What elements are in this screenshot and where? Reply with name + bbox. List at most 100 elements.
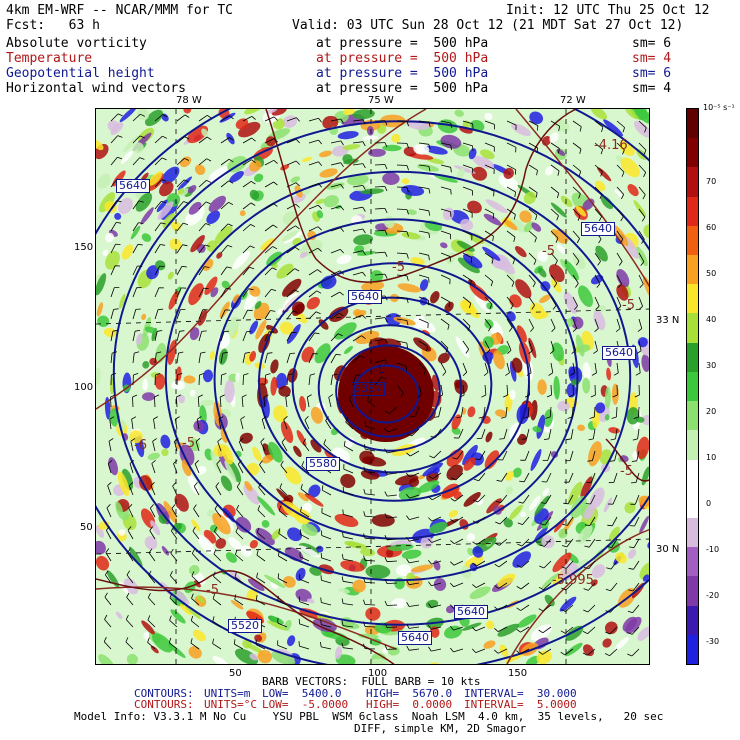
vorticity-blob [245, 643, 263, 653]
vorticity-blob [457, 167, 465, 181]
vorticity-blob [307, 598, 315, 604]
wind-barb [520, 626, 530, 633]
wind-barb-flag [251, 137, 256, 142]
vorticity-blob [457, 257, 480, 274]
field-level: at pressure = 500 hPa [316, 66, 489, 81]
vorticity-blob [484, 240, 492, 247]
vorticity-blob [240, 545, 253, 557]
vorticity-blob [183, 109, 192, 114]
vorticity-blob [382, 172, 400, 186]
wind-barb-flag [161, 200, 167, 204]
vorticity-blob [212, 656, 229, 664]
wind-barb [506, 384, 509, 396]
wind-barb [497, 648, 508, 654]
colorbar-swatch [687, 517, 698, 548]
wind-barb-flag [491, 258, 494, 264]
wind-barb-flag [535, 192, 538, 198]
wind-barb-flag [216, 460, 221, 465]
vorticity-blob [222, 504, 236, 519]
vorticity-blob [582, 644, 595, 657]
vorticity-blob [141, 233, 152, 242]
wind-barb-flag [108, 438, 114, 442]
vorticity-blob [520, 511, 527, 518]
wind-barb [616, 186, 624, 195]
wind-barb-flag [561, 545, 568, 548]
wind-barb-flag [450, 167, 452, 173]
wind-barb-flag [548, 372, 554, 376]
vorticity-blob [120, 150, 134, 164]
wind-barb [550, 120, 560, 127]
vorticity-blob [188, 564, 200, 576]
wind-barb-flag [291, 331, 297, 334]
init-time: Init: 12 UTC Thu 25 Oct 12 [506, 3, 710, 18]
wind-barb-flag [430, 436, 436, 438]
wind-barb [374, 186, 386, 188]
wind-barb [503, 428, 508, 439]
wind-barb-flag [328, 394, 334, 398]
field-level: at pressure = 500 hPa [316, 51, 489, 66]
temperature-contour [515, 109, 649, 288]
wind-barb-flag [184, 136, 190, 140]
wind-barb [238, 441, 244, 452]
wind-barb [631, 626, 640, 635]
wind-barb [550, 296, 557, 306]
vorticity-blob [557, 400, 570, 412]
vorticity-blob [446, 252, 456, 265]
wind-barb [154, 179, 162, 188]
vorticity-blob [275, 372, 288, 390]
wind-barb-flag [178, 351, 184, 354]
wind-barb [440, 186, 451, 190]
vorticity-blob [249, 189, 260, 200]
wind-barb [431, 516, 442, 522]
wind-barb [110, 287, 115, 298]
wind-barb-flag [261, 416, 267, 420]
wind-barb-flag [227, 223, 233, 227]
wind-barb [281, 442, 288, 452]
wind-barb [279, 487, 288, 496]
vorticity-blob [249, 286, 261, 297]
wind-barb [212, 598, 222, 606]
vorticity-blob [142, 361, 150, 369]
wind-barb [323, 443, 332, 452]
vorticity-blob [96, 525, 105, 538]
wind-barb [242, 202, 252, 210]
wind-barb-flag [516, 607, 521, 611]
wind-barb-flag [134, 351, 140, 354]
wind-barb [396, 362, 407, 367]
wind-barb [235, 531, 244, 540]
wind-barb [154, 200, 162, 210]
parallel-line [96, 308, 649, 325]
vorticity-blob [604, 386, 611, 409]
wind-barb-flag [486, 349, 491, 354]
wind-barb-flag [534, 237, 537, 243]
wind-barb [484, 142, 495, 148]
vorticity-blob [175, 507, 181, 515]
wind-barb [176, 158, 185, 166]
vorticity-blob [210, 287, 219, 298]
wind-barb [308, 226, 319, 232]
vorticity-blob [370, 270, 384, 283]
wind-barb [616, 164, 625, 173]
wind-barb [588, 560, 596, 570]
wind-barb [462, 318, 471, 327]
wind-barb [440, 208, 451, 213]
wind-barb [132, 309, 137, 320]
wind-barb [528, 120, 539, 126]
wind-barb [170, 530, 178, 540]
wind-barb [198, 136, 208, 144]
wind-barb-flag [535, 214, 538, 221]
vorticity-blob [627, 184, 639, 197]
wind-barb [330, 291, 340, 298]
wind-barb [454, 494, 464, 502]
vorticity-blob [503, 167, 514, 179]
wind-barb [352, 119, 363, 122]
vorticity-blob [225, 552, 237, 563]
wind-barb-flag [494, 649, 499, 654]
wind-barb-flag [428, 603, 432, 608]
geopotential-contour [317, 324, 463, 452]
wind-barb [374, 338, 385, 342]
wind-barb-flag [384, 469, 388, 475]
vorticity-blob [636, 436, 649, 460]
vorticity-blob [353, 234, 374, 246]
wind-barb [396, 252, 408, 255]
